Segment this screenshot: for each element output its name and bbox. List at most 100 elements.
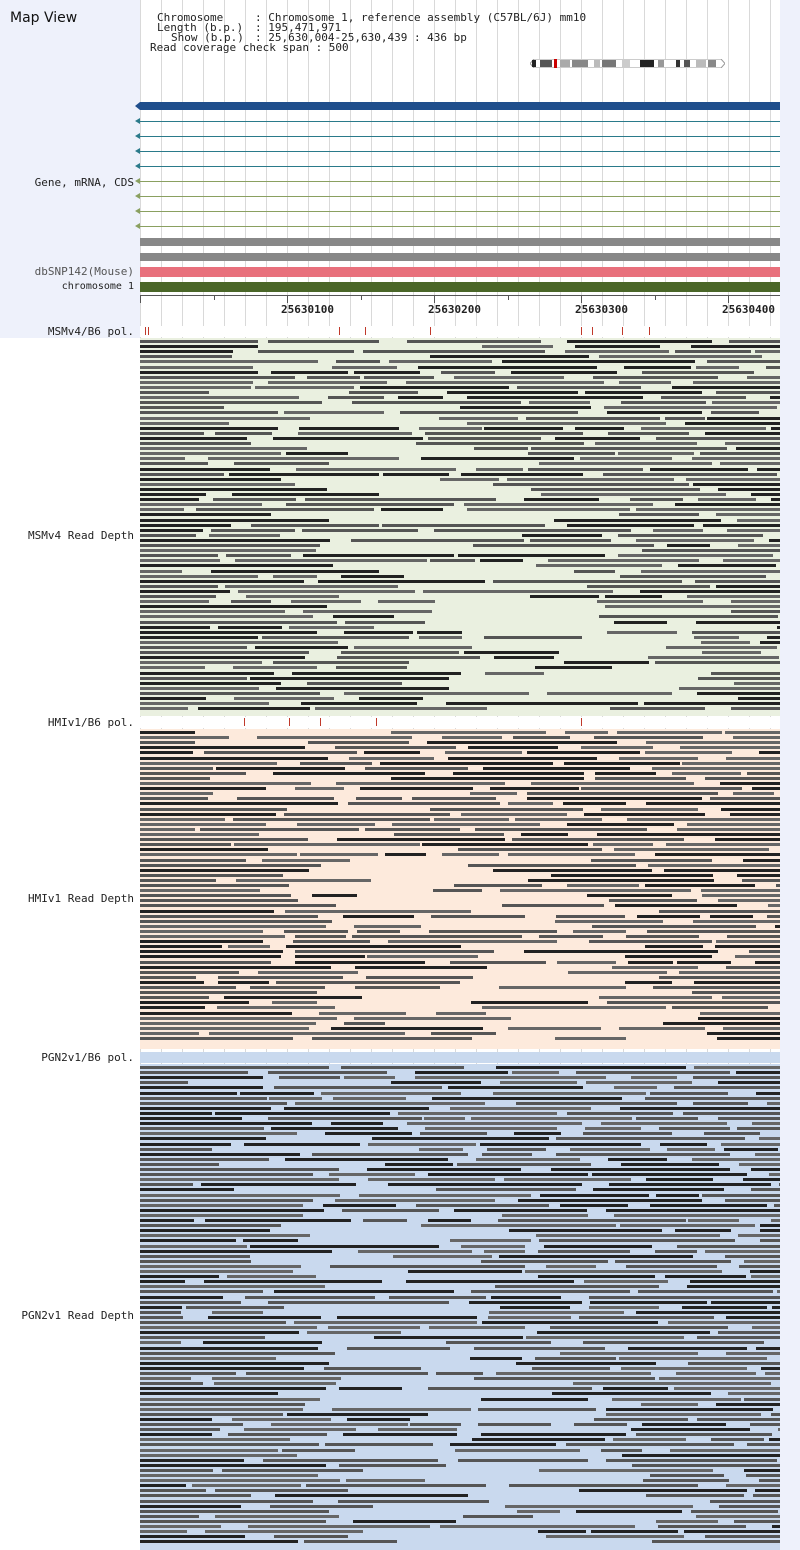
read-bar[interactable] xyxy=(140,1479,340,1483)
read-bar[interactable] xyxy=(694,980,780,984)
read-bar[interactable] xyxy=(462,1514,533,1518)
read-bar[interactable] xyxy=(768,904,780,908)
read-bar[interactable] xyxy=(340,651,460,655)
read-bar[interactable] xyxy=(566,523,694,527)
read-bar[interactable] xyxy=(268,1300,450,1304)
read-bar[interactable] xyxy=(759,1239,780,1243)
read-bar[interactable] xyxy=(744,1468,780,1472)
read-bar[interactable] xyxy=(205,1219,351,1222)
read-bar[interactable] xyxy=(727,935,780,938)
read-bar[interactable] xyxy=(140,1117,242,1120)
read-bar[interactable] xyxy=(353,1016,511,1020)
read-bar[interactable] xyxy=(599,355,763,359)
read-bar[interactable] xyxy=(566,1443,734,1447)
read-bar[interactable] xyxy=(655,1193,699,1197)
read-bar[interactable] xyxy=(221,1468,364,1472)
read-bar[interactable] xyxy=(243,1428,356,1432)
chromosome-ideogram[interactable] xyxy=(529,53,726,69)
read-bar[interactable] xyxy=(439,1525,636,1528)
read-bar[interactable] xyxy=(736,1127,780,1131)
read-bar[interactable] xyxy=(646,929,780,933)
read-bar[interactable] xyxy=(523,950,719,954)
read-bar[interactable] xyxy=(226,554,291,558)
read-bar[interactable] xyxy=(140,360,318,364)
read-bar[interactable] xyxy=(218,975,343,979)
read-bar[interactable] xyxy=(432,1096,623,1100)
read-bar[interactable] xyxy=(716,1037,780,1040)
read-bar[interactable] xyxy=(616,731,722,734)
read-bar[interactable] xyxy=(408,1270,523,1273)
read-bar[interactable] xyxy=(601,1448,643,1452)
read-bar[interactable] xyxy=(275,980,460,984)
read-bar[interactable] xyxy=(140,1361,330,1365)
read-bar[interactable] xyxy=(304,1540,397,1544)
read-bar[interactable] xyxy=(140,1519,327,1523)
read-bar[interactable] xyxy=(536,1331,711,1335)
read-bar[interactable] xyxy=(234,697,334,700)
read-bar[interactable] xyxy=(572,1382,772,1386)
read-bar[interactable] xyxy=(619,1106,780,1110)
read-bar[interactable] xyxy=(770,426,780,430)
read-bar[interactable] xyxy=(140,1290,264,1294)
read-bar[interactable] xyxy=(363,350,545,354)
read-bar[interactable] xyxy=(140,965,331,969)
read-bar[interactable] xyxy=(563,661,650,665)
read-bar[interactable] xyxy=(140,406,225,410)
read-bar[interactable] xyxy=(627,960,673,964)
read-bar[interactable] xyxy=(422,589,613,593)
read-bar[interactable] xyxy=(211,1377,341,1381)
read-bar[interactable] xyxy=(274,1494,468,1498)
read-bar[interactable] xyxy=(140,1326,318,1330)
read-bar[interactable] xyxy=(546,1264,596,1268)
read-bar[interactable] xyxy=(140,431,204,435)
read-bar[interactable] xyxy=(341,1066,465,1069)
read-bar[interactable] xyxy=(140,702,270,706)
read-bar[interactable] xyxy=(356,929,400,933)
read-bar[interactable] xyxy=(140,355,232,359)
read-bar[interactable] xyxy=(140,707,189,711)
read-bar[interactable] xyxy=(140,452,282,456)
read-bar[interactable] xyxy=(554,436,641,440)
read-bar[interactable] xyxy=(317,579,485,583)
read-bar[interactable] xyxy=(203,1280,382,1284)
read-bar[interactable] xyxy=(463,651,560,655)
read-bar[interactable] xyxy=(140,1203,304,1207)
read-bar[interactable] xyxy=(140,1259,251,1263)
read-bar[interactable] xyxy=(654,661,780,665)
read-bar[interactable] xyxy=(415,1071,508,1075)
read-bar[interactable] xyxy=(140,605,328,609)
read-bar[interactable] xyxy=(140,656,306,660)
read-bar[interactable] xyxy=(578,1489,748,1493)
read-bar[interactable] xyxy=(511,1071,559,1075)
read-bar[interactable] xyxy=(247,1525,431,1528)
read-bar[interactable] xyxy=(140,1407,304,1411)
read-bar[interactable] xyxy=(140,1178,340,1182)
read-bar[interactable] xyxy=(140,1530,187,1534)
read-bar[interactable] xyxy=(424,431,583,435)
read-bar[interactable] xyxy=(430,559,476,563)
read-bar[interactable] xyxy=(579,1315,714,1319)
read-bar[interactable] xyxy=(209,1031,406,1035)
transcript-line[interactable] xyxy=(140,151,780,152)
read-bar[interactable] xyxy=(630,1428,750,1432)
read-bar[interactable] xyxy=(758,1137,780,1141)
read-bar[interactable] xyxy=(539,1193,650,1197)
read-bar[interactable] xyxy=(291,671,462,675)
read-bar[interactable] xyxy=(337,838,506,842)
read-bar[interactable] xyxy=(140,878,217,882)
read-bar[interactable] xyxy=(388,1295,487,1299)
read-bar[interactable] xyxy=(691,991,780,995)
read-bar[interactable] xyxy=(217,625,282,629)
read-bar[interactable] xyxy=(300,761,372,765)
read-bar[interactable] xyxy=(244,1142,361,1146)
read-bar[interactable] xyxy=(764,1372,780,1375)
read-bar[interactable] xyxy=(273,1535,348,1539)
read-bar[interactable] xyxy=(535,666,612,670)
read-bar[interactable] xyxy=(574,426,624,430)
read-bar[interactable] xyxy=(347,802,501,806)
read-bar[interactable] xyxy=(575,1071,731,1075)
read-bar[interactable] xyxy=(618,756,698,760)
read-bar[interactable] xyxy=(631,1463,780,1467)
read-bar[interactable] xyxy=(464,503,653,507)
read-bar[interactable] xyxy=(473,544,655,547)
